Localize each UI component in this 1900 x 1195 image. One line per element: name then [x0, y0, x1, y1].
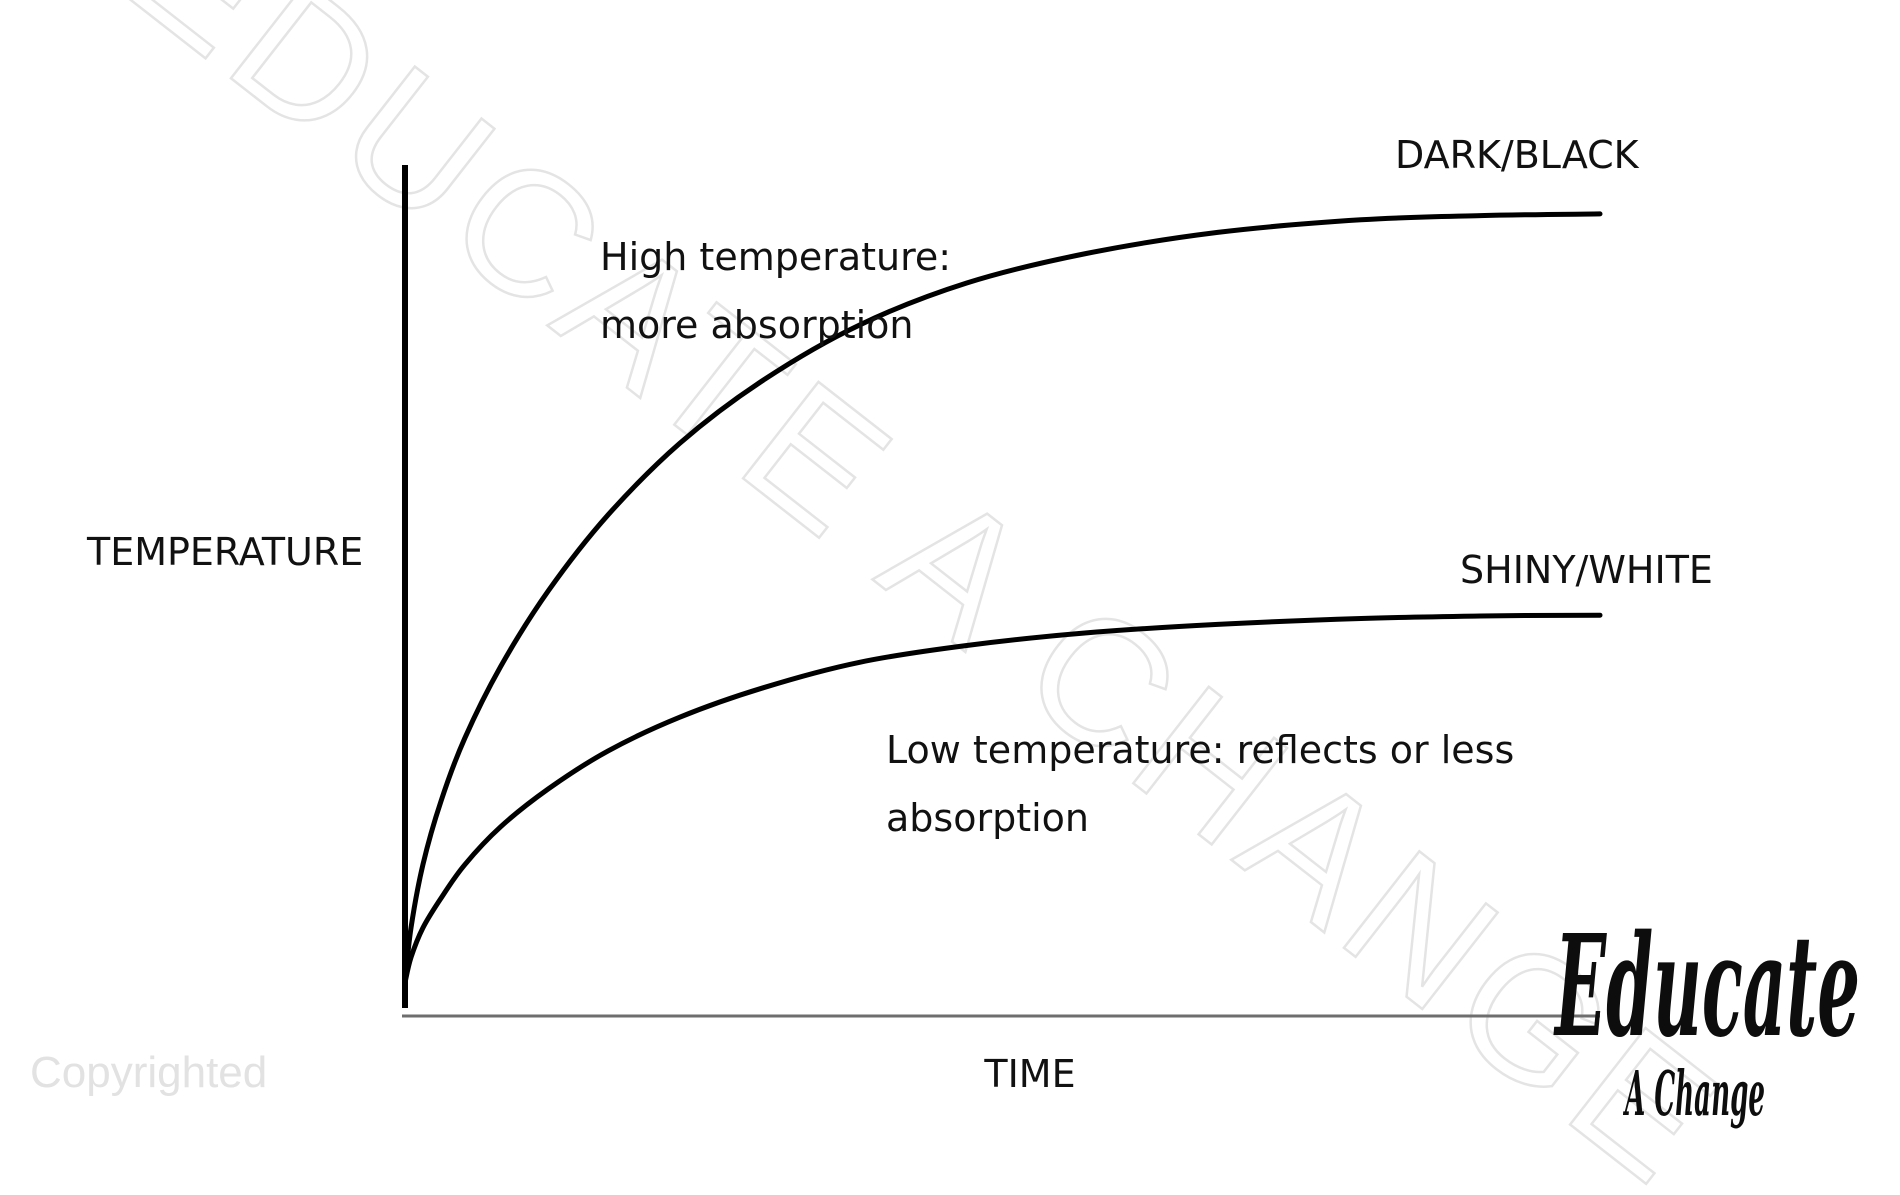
axes: [402, 165, 1600, 1018]
copyright-text: Copyrighted: [30, 1048, 267, 1097]
logo-sub-text: A Change: [1623, 1057, 1765, 1130]
series-line-dark-black: [402, 211, 1603, 986]
series-line-shiny-white: [402, 612, 1603, 986]
series-layer: [402, 211, 1603, 986]
annotation-line: High temperature:: [600, 235, 951, 279]
annotation-line: Low temperature: reflects or less: [886, 728, 1514, 772]
x-axis-label: TIME: [983, 1052, 1075, 1096]
annotation-line: more absorption: [600, 303, 914, 347]
logo-main-text: Educate: [1553, 905, 1860, 1069]
annotation-line: absorption: [886, 796, 1089, 840]
annotation-low-temperature: Low temperature: reflects or less absorpt…: [886, 728, 1514, 840]
label-layer: DARK/BLACK SHINY/WHITE TEMPERATURE TIME High…: [86, 133, 1713, 1096]
logo: Educate A Change: [1553, 905, 1860, 1130]
y-axis-label: TEMPERATURE: [86, 530, 363, 574]
series-label-dark-black: DARK/BLACK: [1395, 133, 1640, 177]
series-label-shiny-white: SHINY/WHITE: [1460, 548, 1713, 592]
annotation-high-temperature: High temperature: more absorption: [600, 235, 951, 347]
